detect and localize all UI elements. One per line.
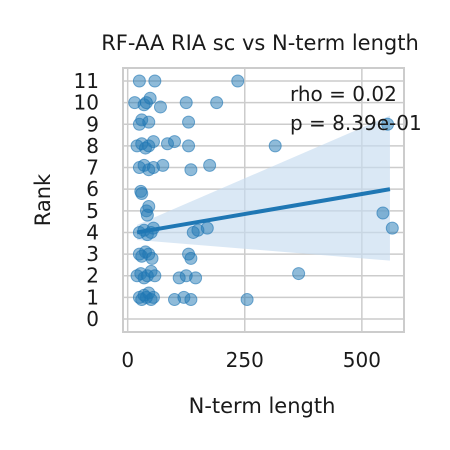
data-point (240, 293, 254, 307)
data-point (146, 135, 160, 149)
y-tick-label: 6 (86, 177, 99, 201)
y-axis-title: Rank (31, 173, 55, 226)
data-point (189, 271, 203, 285)
data-point (146, 290, 160, 304)
data-point (268, 139, 282, 153)
y-tick-label: 0 (86, 307, 99, 331)
data-point (132, 74, 146, 88)
data-point (184, 293, 198, 307)
data-point (292, 267, 306, 281)
y-tick-label: 2 (86, 264, 99, 288)
data-point (156, 158, 170, 172)
data-point (385, 221, 399, 235)
data-point (210, 96, 224, 110)
x-tick-label: 500 (343, 348, 381, 372)
data-point (381, 117, 395, 131)
y-tick-label: 10 (74, 91, 99, 115)
data-point (148, 74, 162, 88)
data-point (142, 199, 156, 213)
p-value-annotation: p = 8.39e-01 (290, 111, 422, 135)
y-tick-label: 5 (86, 199, 99, 223)
y-tick-label: 3 (86, 242, 99, 266)
x-tick-label: 0 (121, 348, 134, 372)
rho-annotation: rho = 0.02 (290, 82, 397, 106)
data-point (168, 135, 182, 149)
data-point (231, 74, 245, 88)
data-point (142, 115, 156, 129)
data-point (203, 158, 217, 172)
data-point (184, 163, 198, 177)
regression-line (136, 187, 391, 235)
data-point (182, 115, 196, 129)
data-point (376, 206, 390, 220)
x-tick-label: 250 (226, 348, 264, 372)
data-point (135, 187, 149, 201)
data-point (179, 96, 193, 110)
data-point (184, 251, 198, 265)
y-tick-label: 11 (74, 69, 99, 93)
x-axis-ticks: 0 250 500 (121, 348, 381, 372)
x-axis-title: N-term length (189, 394, 336, 418)
data-point (153, 100, 167, 114)
data-point (145, 251, 159, 265)
y-tick-label: 8 (86, 134, 99, 158)
y-tick-label: 4 (86, 220, 99, 244)
y-tick-label: 7 (86, 156, 99, 180)
chart-title: RF-AA RIA sc vs N-term length (101, 31, 419, 55)
data-point (182, 139, 196, 153)
scatter-points (128, 74, 399, 307)
y-tick-label: 1 (86, 285, 99, 309)
data-point (148, 269, 162, 283)
plot-frame (122, 67, 405, 333)
data-point (200, 221, 214, 235)
y-tick-label: 9 (86, 112, 99, 136)
data-point (137, 98, 151, 112)
